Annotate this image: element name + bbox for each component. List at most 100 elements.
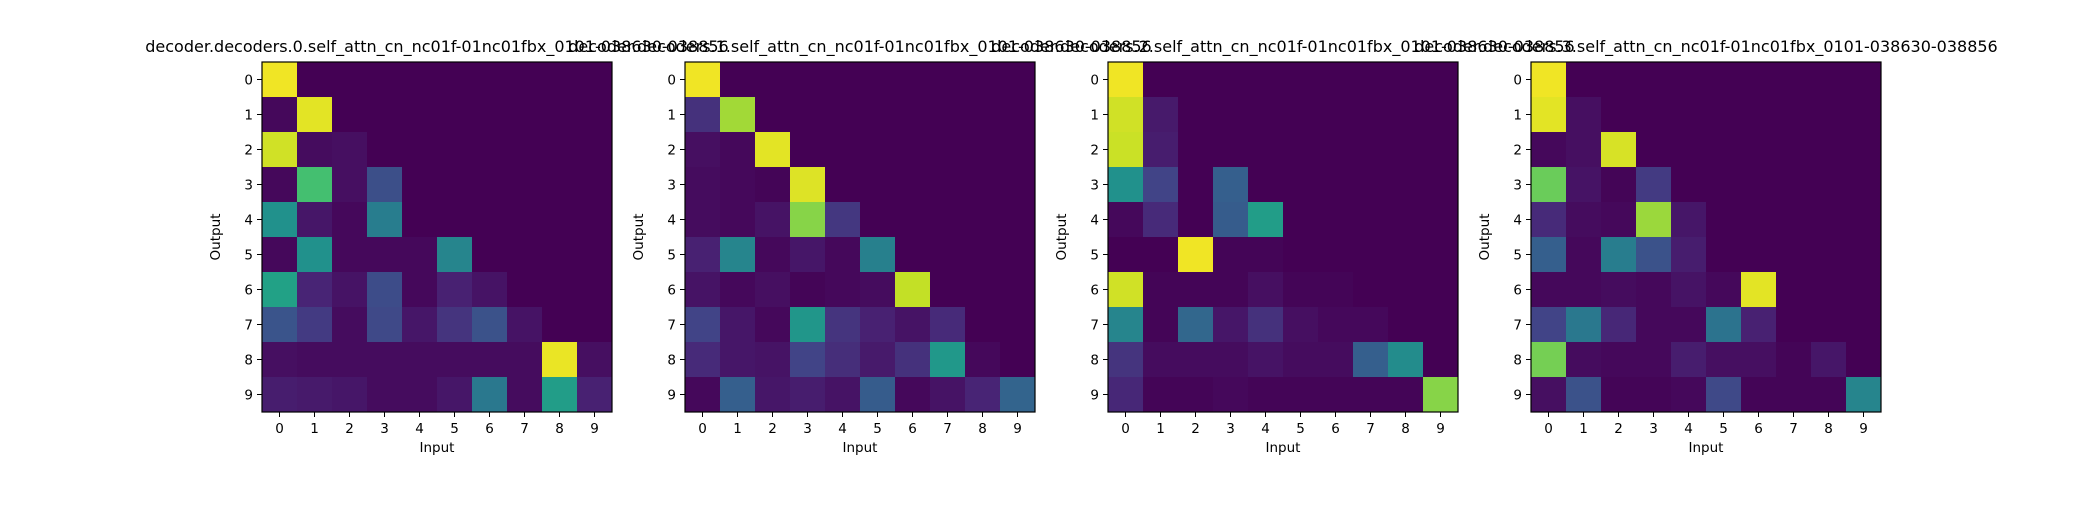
y-tick-label: 6 (667, 283, 676, 299)
heatmap-cell (965, 272, 1001, 308)
heatmap-cell (262, 97, 298, 133)
heatmap-cell (895, 202, 931, 238)
x-tick-label: 6 (908, 421, 917, 437)
heatmap-cell (1143, 237, 1179, 273)
heatmap-cell (1741, 132, 1777, 168)
heatmap-cell (755, 62, 791, 98)
heatmap-cell (1601, 62, 1637, 98)
heatmap-cell (402, 97, 438, 133)
heatmap-cell (262, 272, 298, 308)
heatmap-cell (1423, 307, 1459, 343)
heatmap-cell (825, 132, 861, 168)
heatmap-cell (1566, 62, 1602, 98)
heatmap-cell (860, 377, 896, 413)
heatmap-cell (472, 237, 508, 273)
heatmap-cell (1811, 307, 1847, 343)
heatmap-cell (755, 97, 791, 133)
heatmap-cell (507, 272, 543, 308)
y-tick-label: 7 (667, 318, 676, 334)
heatmap-cell (1143, 132, 1179, 168)
heatmap-cell (542, 237, 578, 273)
heatmap-cell (1000, 97, 1036, 133)
heatmap-cell (685, 132, 721, 168)
heatmap-cell (1741, 237, 1777, 273)
heatmap-cell (1706, 97, 1742, 133)
heatmap-cell (1566, 237, 1602, 273)
chart-title: decoder.decoders.1.self_attn_cn_nc01f-01… (568, 37, 1151, 57)
heatmap-cell (1671, 202, 1707, 238)
heatmap-cell (1178, 307, 1214, 343)
heatmap-cell (1423, 62, 1459, 98)
heatmap-cell (930, 237, 966, 273)
heatmap-cell (332, 167, 368, 203)
heatmap-cell (720, 272, 756, 308)
heatmap-cell (1283, 62, 1319, 98)
heatmap-panel: 0 1 2 3 4 5 6 7 8 9 0 1 2 3 4 5 6 7 8 9 Input Output decoder.d… (1414, 37, 1997, 456)
heatmap-cell (1601, 167, 1637, 203)
heatmap-cell (437, 237, 473, 273)
heatmap-cell (1671, 167, 1707, 203)
heatmap-cell (297, 62, 333, 98)
heatmap-cell (1531, 272, 1567, 308)
heatmap-cell (895, 237, 931, 273)
heatmap-cell (720, 307, 756, 343)
heatmap-cell (1108, 97, 1144, 133)
heatmap-cell (720, 342, 756, 378)
chart-title: decoder.decoders.0.self_attn_cn_nc01f-01… (145, 37, 728, 57)
heatmap-cell (790, 377, 826, 413)
heatmap-cell (542, 307, 578, 343)
heatmap-cell (860, 167, 896, 203)
heatmap-cell (1318, 237, 1354, 273)
x-tick-label: 7 (1789, 421, 1798, 437)
heatmap-cell (1353, 377, 1389, 413)
y-tick-label: 2 (1090, 143, 1099, 159)
heatmap-cell (895, 377, 931, 413)
heatmap-cell (1283, 377, 1319, 413)
heatmap-cell (262, 132, 298, 168)
heatmap-cell (297, 307, 333, 343)
heatmap-cell (1811, 377, 1847, 413)
heatmap-cell (1706, 202, 1742, 238)
y-tick-label: 2 (667, 143, 676, 159)
heatmap-cell (297, 97, 333, 133)
heatmap-cell (1108, 167, 1144, 203)
x-tick-label: 6 (485, 421, 494, 437)
heatmap-cell (930, 272, 966, 308)
heatmap-cell (1846, 132, 1882, 168)
heatmap-cell (860, 202, 896, 238)
x-tick-label: 5 (873, 421, 882, 437)
heatmap-cell (1213, 167, 1249, 203)
heatmap-cell (297, 377, 333, 413)
heatmap-cell (1143, 272, 1179, 308)
heatmap-cell (1706, 62, 1742, 98)
heatmap-cell (1248, 307, 1284, 343)
heatmap-cell (1811, 237, 1847, 273)
heatmap-cell (825, 272, 861, 308)
heatmap-cell (1388, 97, 1424, 133)
y-tick-label: 5 (1513, 248, 1522, 264)
heatmap-cell (1706, 342, 1742, 378)
heatmap-cell (1636, 132, 1672, 168)
heatmap-cell (1000, 307, 1036, 343)
heatmap-cell (1388, 237, 1424, 273)
y-tick-label: 8 (667, 353, 676, 369)
heatmap-cell (262, 342, 298, 378)
heatmap-cell (1318, 97, 1354, 133)
heatmap-cell (437, 132, 473, 168)
heatmap-cell (1601, 307, 1637, 343)
heatmap-cell (507, 167, 543, 203)
heatmap-cell (1671, 97, 1707, 133)
heatmap-cell (1353, 202, 1389, 238)
y-tick-label: 9 (667, 388, 676, 404)
heatmap-cell (895, 132, 931, 168)
x-tick-label: 1 (733, 421, 742, 437)
heatmap-cell (437, 307, 473, 343)
heatmap-cell (332, 202, 368, 238)
x-tick-label: 9 (1013, 421, 1022, 437)
y-tick-label: 5 (244, 248, 253, 264)
heatmap-cell (1706, 307, 1742, 343)
y-tick-label: 2 (244, 143, 253, 159)
heatmap-cell (367, 202, 403, 238)
heatmap-cell (1248, 132, 1284, 168)
heatmap-cell (720, 62, 756, 98)
